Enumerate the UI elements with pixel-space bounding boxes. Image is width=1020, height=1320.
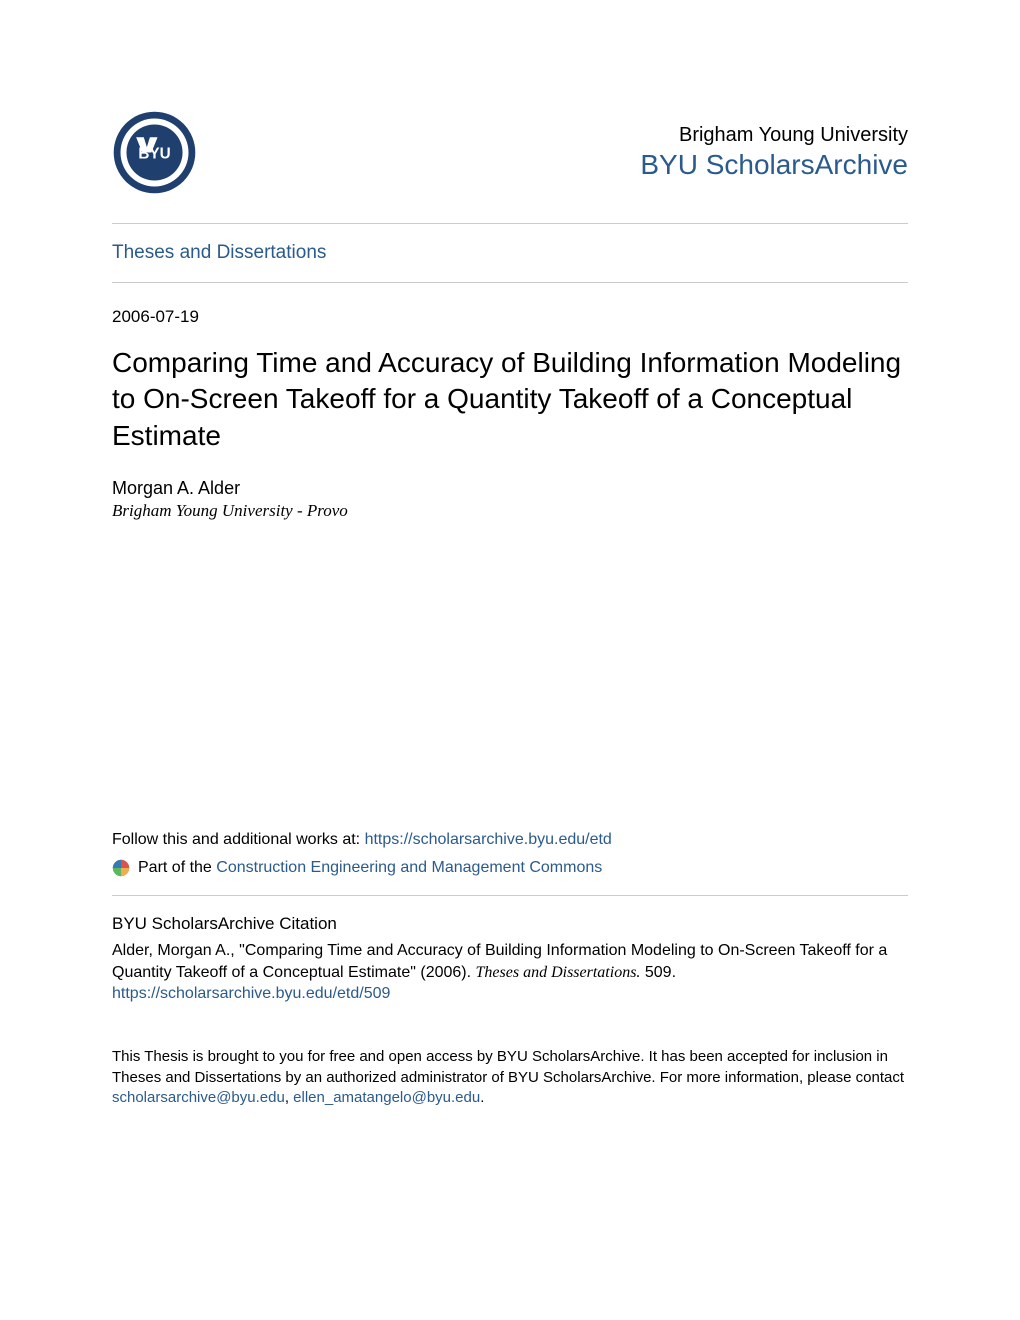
follow-url-link[interactable]: https://scholarsarchive.byu.edu/etd <box>365 831 612 848</box>
svg-text:BYU: BYU <box>138 145 170 162</box>
follow-works-line: Follow this and additional works at: htt… <box>112 831 908 849</box>
contact-email-1[interactable]: scholarsarchive@byu.edu <box>112 1089 285 1106</box>
partof-text: Part of the Construction Engineering and… <box>138 859 602 877</box>
page-header: BYU Brigham Young University BYU Scholar… <box>112 110 908 195</box>
footer-access-statement: This Thesis is brought to you for free a… <box>112 1047 908 1108</box>
commons-link[interactable]: Construction Engineering and Management … <box>216 859 602 876</box>
partof-prefix: Part of the <box>138 859 216 876</box>
university-seal-logo: BYU <box>112 110 197 195</box>
archive-name-link[interactable]: BYU ScholarsArchive <box>640 149 908 180</box>
follow-prefix: Follow this and additional works at: <box>112 831 365 848</box>
part-of-line: Part of the Construction Engineering and… <box>112 859 908 877</box>
author-name: Morgan A. Alder <box>112 478 908 499</box>
header-text-block: Brigham Young University BYU ScholarsArc… <box>640 124 908 181</box>
citation-heading: BYU ScholarsArchive Citation <box>112 914 908 934</box>
contact-email-2[interactable]: ellen_amatangelo@byu.edu <box>293 1089 480 1106</box>
footer-sep: , <box>285 1089 293 1106</box>
vertical-spacer <box>112 521 908 831</box>
author-affiliation: Brigham Young University - Provo <box>112 501 908 521</box>
citation-permalink[interactable]: https://scholarsarchive.byu.edu/etd/509 <box>112 985 908 1003</box>
footer-text-before: This Thesis is brought to you for free a… <box>112 1048 904 1085</box>
university-name: Brigham Young University <box>640 124 908 147</box>
collection-link[interactable]: Theses and Dissertations <box>112 224 908 282</box>
divider-citation <box>112 895 908 896</box>
citation-series: Theses and Dissertations. <box>476 964 641 981</box>
divider-collection <box>112 282 908 283</box>
citation-number: 509. <box>640 964 676 981</box>
document-title: Comparing Time and Accuracy of Building … <box>112 345 908 454</box>
publication-date: 2006-07-19 <box>112 307 908 327</box>
footer-text-after: . <box>480 1089 484 1106</box>
network-commons-icon <box>112 859 130 877</box>
citation-text: Alder, Morgan A., "Comparing Time and Ac… <box>112 940 908 983</box>
byu-seal-icon: BYU <box>112 110 197 195</box>
